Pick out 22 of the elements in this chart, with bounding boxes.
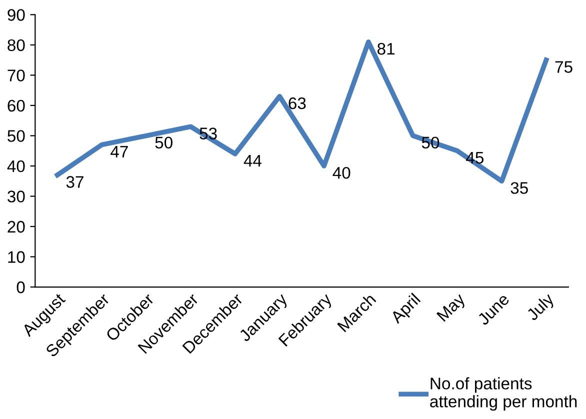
data-label: 35 xyxy=(510,182,528,194)
y-tick-label: 20 xyxy=(8,220,25,233)
y-tick-label: 50 xyxy=(8,130,25,142)
data-label: 44 xyxy=(244,155,262,167)
legend-label: No.of patients attending per month xyxy=(430,377,577,411)
y-tick-label: 80 xyxy=(8,39,25,52)
y-tick-label: 90 xyxy=(8,9,25,21)
y-tick-label: 0 xyxy=(16,281,25,294)
data-label: 37 xyxy=(66,176,84,188)
data-label: 63 xyxy=(288,97,306,110)
x-tick-label: July xyxy=(525,292,558,324)
y-tick-label: 10 xyxy=(8,251,25,263)
data-label: 40 xyxy=(332,166,350,179)
y-tick-label: 60 xyxy=(8,100,25,112)
x-tick-label: May xyxy=(436,292,468,324)
y-tick-label: 40 xyxy=(7,160,25,172)
y-tick-label: 30 xyxy=(8,190,25,202)
data-label: 81 xyxy=(378,42,395,55)
y-tick-label: 70 xyxy=(8,70,25,82)
data-label: 75 xyxy=(555,61,572,73)
data-label: 50 xyxy=(155,136,172,149)
data-label: 47 xyxy=(110,146,128,158)
